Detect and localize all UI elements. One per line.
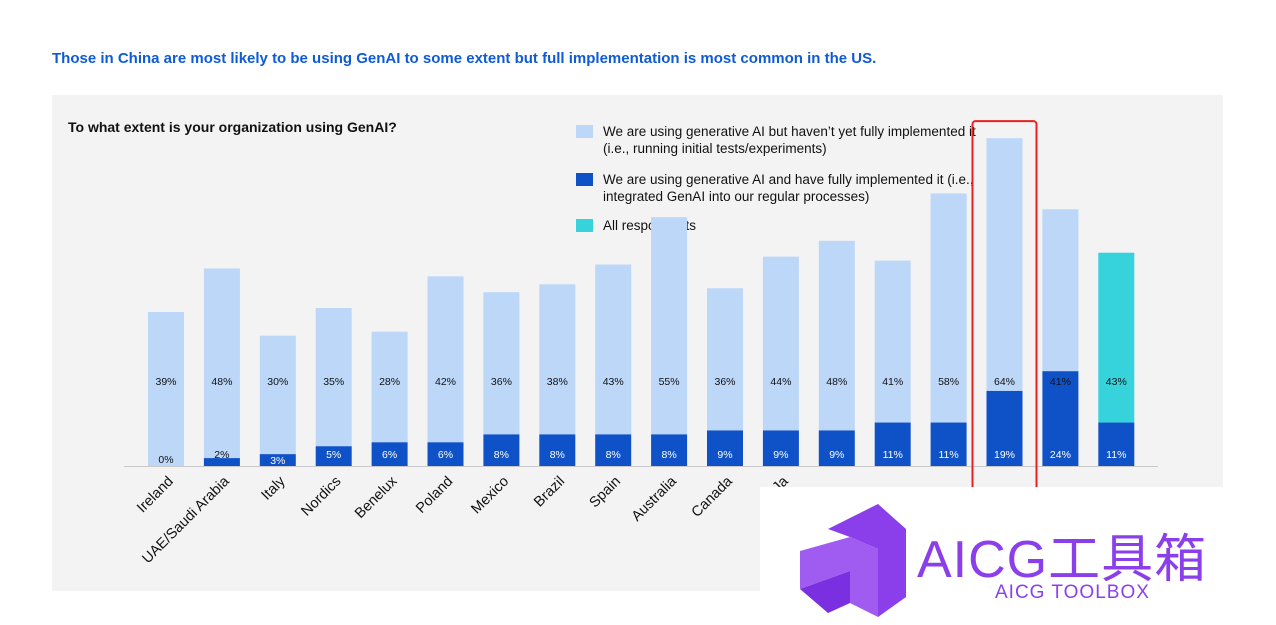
headline: Those in China are most likely to be usi… — [52, 50, 877, 67]
data-label-full-15: 19% — [994, 449, 1015, 461]
bar-full-4 — [371, 442, 408, 466]
x-tick-label-7: Brazil — [531, 474, 568, 511]
bar-full-1 — [203, 458, 240, 466]
legend-swatch-partial — [576, 125, 593, 138]
data-label-full-13: 11% — [883, 449, 903, 461]
x-tick-label-9: Australia — [629, 473, 681, 525]
data-label-full-7: 8% — [550, 449, 565, 461]
bar-full-14 — [930, 422, 967, 466]
bar-partial-15 — [986, 138, 1023, 391]
bar-full-3 — [315, 446, 352, 466]
data-label-partial-2: 30% — [267, 376, 288, 388]
chart-title: To what extent is your organization usin… — [68, 119, 397, 135]
bar-full-7 — [539, 434, 576, 466]
data-label-partial-1: 48% — [211, 376, 232, 388]
data-label-partial-9: 55% — [659, 376, 680, 388]
x-tick-label-3: Nordics — [298, 474, 344, 520]
data-label-partial-5: 42% — [435, 376, 456, 388]
x-tick-label-5: Poland — [413, 474, 456, 517]
watermark-subtitle: AICG TOOLBOX — [995, 582, 1150, 603]
bar-full-9 — [651, 434, 688, 466]
bar-partial-13 — [874, 260, 911, 423]
bar-partial-14 — [930, 193, 967, 423]
bar-full-15 — [986, 390, 1023, 466]
data-label-full-14: 11% — [938, 449, 958, 461]
bar-partial-10 — [707, 288, 743, 431]
data-label-full-2: 3% — [270, 455, 285, 467]
x-tick-label-4: Benelux — [352, 473, 401, 522]
data-label-partial-15: 64% — [994, 376, 1015, 388]
bar-partial-2 — [259, 335, 296, 455]
bar-full-5 — [427, 442, 464, 466]
bar-full-12 — [818, 430, 855, 466]
data-label-full-3: 5% — [326, 449, 341, 461]
legend-item-partial: We are using generative AI but haven’t y… — [576, 123, 976, 171]
highlight-box — [971, 120, 1038, 625]
data-label-partial-11: 44% — [770, 376, 791, 388]
legend-swatch-full — [576, 173, 593, 186]
data-label-partial-12: 48% — [826, 376, 847, 388]
bar-partial-5 — [427, 276, 464, 443]
bar-partial-12 — [818, 240, 855, 431]
data-label-full-9: 8% — [662, 449, 677, 461]
legend-swatch-all-respondents — [576, 219, 593, 232]
bar-partial-3 — [315, 308, 352, 447]
data-label-full-4: 6% — [382, 449, 397, 461]
bar-full-16 — [1042, 371, 1079, 466]
bar-full-13 — [874, 422, 911, 466]
bar-full-17 — [1098, 422, 1135, 466]
bar-partial-7 — [539, 284, 576, 435]
x-tick-label-6: Mexico — [468, 474, 512, 518]
x-tick-label-8: Spain — [586, 474, 624, 512]
bar-partial-6 — [483, 292, 520, 435]
data-label-partial-6: 36% — [491, 376, 512, 388]
bar-partial-17 — [1098, 252, 1135, 423]
bar-full-6 — [483, 434, 520, 466]
data-label-partial-8: 43% — [603, 376, 624, 388]
data-label-full-0: 0% — [158, 454, 173, 466]
x-tick-label-0: Ireland — [134, 474, 177, 517]
data-label-full-12: 9% — [829, 449, 844, 461]
bar-full-2 — [259, 454, 296, 466]
bar-partial-16 — [1042, 209, 1079, 372]
data-label-partial-4: 28% — [379, 376, 400, 388]
data-label-partial-0: 39% — [155, 376, 176, 388]
x-tick-label-2: Italy — [259, 473, 290, 504]
bar-partial-11 — [762, 256, 799, 431]
bar-partial-0 — [148, 311, 184, 466]
data-label-full-17: 11% — [1106, 449, 1126, 461]
legend: We are using generative AI but haven’t y… — [576, 123, 976, 237]
legend-label-partial: We are using generative AI but haven’t y… — [603, 124, 976, 156]
data-label-full-8: 8% — [606, 449, 621, 461]
bar-partial-4 — [371, 331, 408, 443]
bar-partial-8 — [595, 264, 632, 435]
data-label-partial-14: 58% — [938, 376, 959, 388]
data-label-partial-16: 41% — [1050, 376, 1071, 388]
data-label-partial-17: 43% — [1106, 376, 1127, 388]
legend-item-full: We are using generative AI and have full… — [576, 171, 976, 217]
watermark: AICG工具箱 AICG TOOLBOX — [760, 487, 1276, 625]
bar-partial-9 — [651, 217, 688, 435]
data-label-full-6: 8% — [494, 449, 509, 461]
bar-full-10 — [707, 430, 743, 466]
data-label-full-11: 9% — [773, 449, 788, 461]
bar-full-8 — [595, 434, 632, 466]
bar-partial-1 — [203, 268, 240, 459]
data-label-partial-7: 38% — [547, 376, 568, 388]
data-label-full-16: 24% — [1050, 449, 1071, 461]
x-tick-label-10: Canada — [689, 473, 737, 521]
data-label-partial-3: 35% — [323, 376, 344, 388]
data-label-full-5: 6% — [438, 449, 453, 461]
data-label-full-10: 9% — [717, 449, 732, 461]
data-label-partial-10: 36% — [714, 376, 735, 388]
bar-full-11 — [762, 430, 799, 466]
data-label-full-1: 2% — [214, 449, 229, 461]
aicg-logo-icon — [800, 504, 906, 617]
watermark-title: AICG工具箱 — [917, 531, 1208, 589]
legend-label-full: We are using generative AI and have full… — [603, 172, 974, 204]
data-label-partial-13: 41% — [882, 376, 903, 388]
